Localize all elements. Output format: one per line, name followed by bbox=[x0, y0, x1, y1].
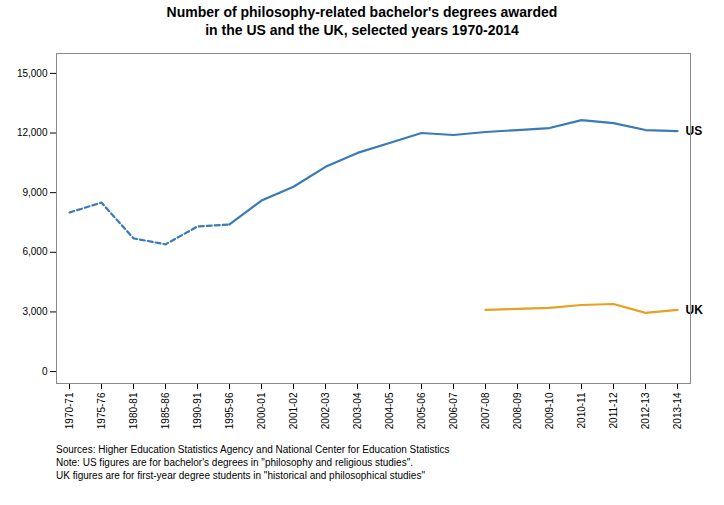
svg-text:2003-04: 2003-04 bbox=[352, 392, 363, 429]
svg-text:2010-11: 2010-11 bbox=[576, 392, 587, 428]
svg-text:2005-06: 2005-06 bbox=[416, 392, 427, 429]
svg-text:2006-07: 2006-07 bbox=[448, 392, 459, 429]
html-text:Sources: Higher Education Stat: Sources: Higher Education Statistics Age… bbox=[56, 444, 450, 481]
svg-text:2013-14: 2013-14 bbox=[672, 392, 683, 429]
svg-text:US: US bbox=[686, 124, 703, 138]
svg-text:6,000: 6,000 bbox=[22, 246, 47, 257]
svg-text:1970-71: 1970-71 bbox=[64, 392, 75, 429]
svg-text:2007-08: 2007-08 bbox=[480, 392, 491, 429]
svg-text:1980-81: 1980-81 bbox=[128, 392, 139, 429]
svg-text:2001-02: 2001-02 bbox=[288, 392, 299, 429]
svg-text:2004-05: 2004-05 bbox=[384, 392, 395, 429]
svg-text:1995-96: 1995-96 bbox=[224, 392, 235, 429]
svg-text:1975-76: 1975-76 bbox=[96, 392, 107, 429]
svg-text:2000-01: 2000-01 bbox=[256, 392, 267, 429]
svg-text:1985-86: 1985-86 bbox=[160, 392, 171, 429]
svg-text:0: 0 bbox=[42, 366, 48, 377]
svg-text:2011-12: 2011-12 bbox=[608, 392, 619, 428]
svg-text:9,000: 9,000 bbox=[22, 187, 47, 198]
svg-text:2002-03: 2002-03 bbox=[320, 392, 331, 429]
svg-text:1990-91: 1990-91 bbox=[192, 392, 203, 429]
svg-text:3,000: 3,000 bbox=[22, 306, 47, 317]
svg-text:2012-13: 2012-13 bbox=[640, 392, 651, 429]
svg-text:UK: UK bbox=[686, 303, 704, 317]
html-text:Number of philosophy-related b: Number of philosophy-related bachelor's … bbox=[166, 4, 558, 38]
svg-text:2008-09: 2008-09 bbox=[512, 392, 523, 429]
svg-text:12,000: 12,000 bbox=[17, 127, 48, 138]
svg-text:2009-10: 2009-10 bbox=[544, 392, 555, 429]
svg-text:15,000: 15,000 bbox=[17, 68, 48, 79]
